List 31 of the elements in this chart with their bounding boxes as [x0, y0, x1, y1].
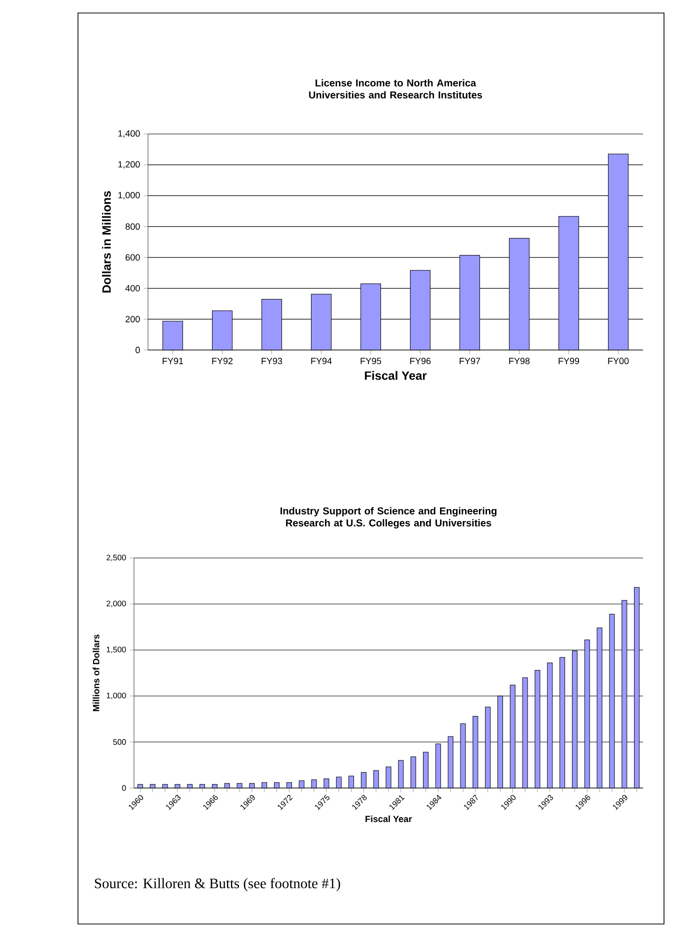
y-tick-label: 2,500: [106, 554, 126, 562]
y-tick-label: 0: [136, 346, 140, 354]
y-tick-label: 1,000: [106, 692, 126, 700]
x-tick-label: FY96: [410, 358, 431, 364]
x-tick-label: FY97: [460, 358, 480, 364]
y-tick-label: 400: [125, 285, 140, 292]
chart-title: Industry Support of Science and Engineering Research at U.S. Colleges and Universities: [280, 507, 496, 528]
y-tick-label: 600: [126, 254, 140, 261]
x-axis-title: Fiscal Year: [364, 371, 427, 380]
y-tick-label: 1,400: [118, 130, 140, 138]
x-tick-label: FY00: [608, 358, 629, 364]
x-tick-label: FY91: [162, 358, 184, 364]
y-tick-label: 500: [113, 739, 126, 745]
y-tick-label: 1,000: [118, 192, 140, 200]
y-axis-title: Millions of Dollars: [92, 634, 100, 712]
y-axis-title: Dollars in Millions: [102, 191, 111, 293]
chart-title: License Income to North America Universities and Research Institutes: [309, 79, 482, 98]
y-tick-label: 800: [126, 223, 140, 230]
y-tick-label: 1,200: [118, 161, 140, 169]
x-tick-label: FY98: [509, 358, 530, 364]
source-note: Source: Killoren & Butts (see footnote #1): [94, 878, 340, 892]
x-tick-label: FY92: [212, 358, 233, 364]
x-axis-title: Fiscal Year: [366, 815, 412, 822]
y-tick-label: 2,000: [106, 600, 126, 608]
x-tick-label: FY93: [262, 358, 282, 364]
y-tick-label: 200: [126, 316, 140, 322]
x-tick-label: FY95: [360, 358, 382, 364]
x-tick-label: FY94: [311, 358, 332, 364]
x-tick-label: FY99: [558, 358, 580, 364]
y-tick-label: 1,500: [106, 646, 126, 654]
y-tick-label: 0: [122, 785, 126, 791]
